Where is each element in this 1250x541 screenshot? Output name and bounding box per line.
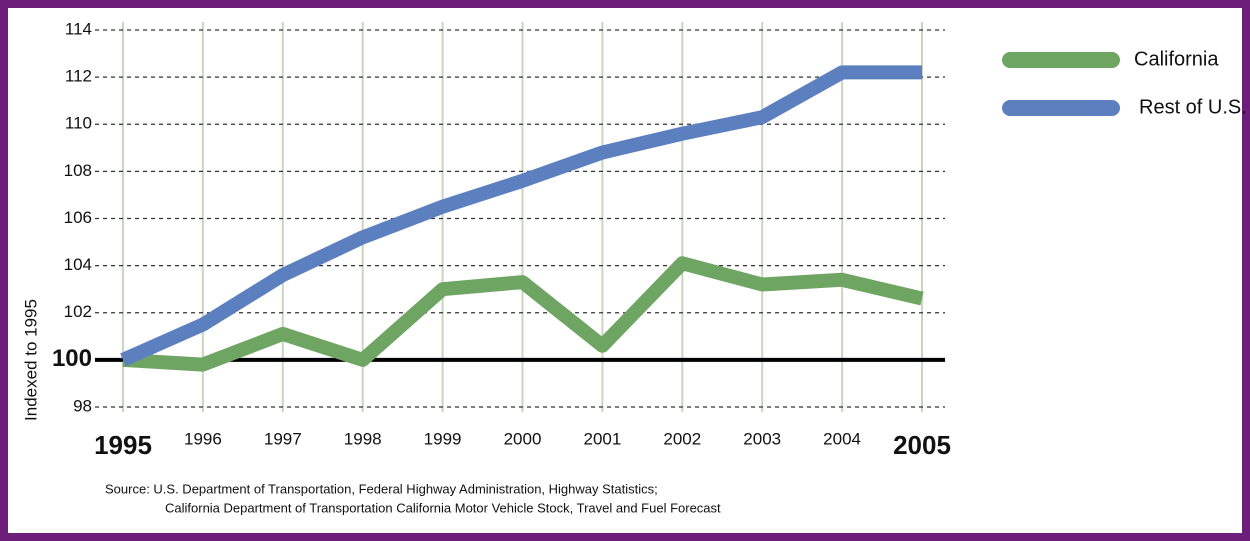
x-tick-label: 1999 bbox=[424, 429, 462, 448]
y-tick-label: 102 bbox=[64, 302, 92, 321]
y-tick-label: 106 bbox=[64, 208, 92, 227]
x-tick-label: 1998 bbox=[344, 429, 382, 448]
y-axis-label: Indexed to 1995 bbox=[21, 299, 40, 421]
y-tick-label: 98 bbox=[73, 396, 92, 415]
source-line: California Department of Transportation … bbox=[165, 500, 721, 515]
x-tick-label: 2001 bbox=[583, 429, 621, 448]
y-tick-label: 110 bbox=[65, 114, 92, 133]
x-tick-label: 1996 bbox=[184, 429, 222, 448]
x-tick-label: 2000 bbox=[504, 429, 542, 448]
x-tick-label: 2004 bbox=[823, 429, 861, 448]
x-tick-label: 2003 bbox=[743, 429, 781, 448]
x-tick-label: 2005 bbox=[893, 430, 951, 460]
x-tick-label: 1997 bbox=[264, 429, 302, 448]
y-tick-label: 112 bbox=[65, 67, 92, 86]
y-tick-label: 104 bbox=[64, 255, 92, 274]
y-tick-label: 114 bbox=[65, 19, 92, 38]
x-tick-label: 2002 bbox=[663, 429, 701, 448]
y-tick-label: 108 bbox=[64, 161, 92, 180]
y-tick-label: 100 bbox=[52, 345, 92, 372]
legend-label: California bbox=[1134, 48, 1219, 70]
legend-label: Rest of U.S. bbox=[1139, 96, 1247, 118]
series-line bbox=[122, 256, 924, 372]
x-tick-label: 1995 bbox=[94, 430, 152, 460]
series-line bbox=[120, 65, 922, 367]
source-line: Source: U.S. Department of Transportatio… bbox=[105, 481, 658, 496]
